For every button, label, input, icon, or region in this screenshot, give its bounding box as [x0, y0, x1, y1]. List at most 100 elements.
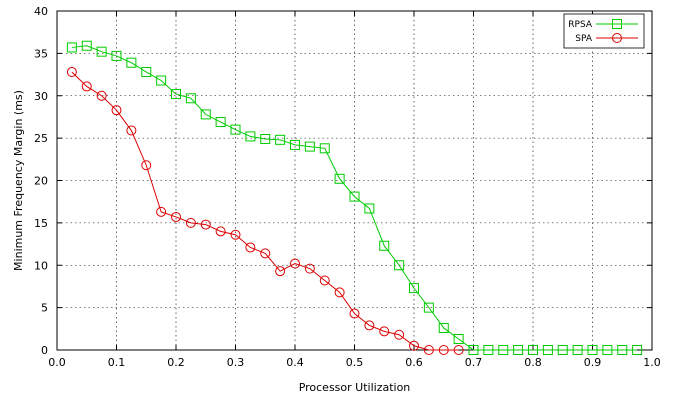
data-point-rpsa	[141, 67, 152, 78]
legend-box	[563, 13, 645, 49]
data-point-rpsa	[81, 40, 92, 51]
legend-marker-spa	[612, 33, 622, 43]
data-point-rpsa	[364, 203, 375, 214]
data-point-spa	[200, 219, 211, 230]
data-point-spa	[245, 242, 256, 253]
data-point-rpsa	[498, 345, 509, 355]
y-tick-label: 20	[34, 175, 48, 188]
data-point-spa	[409, 340, 419, 351]
data-point-spa	[215, 226, 226, 237]
data-point-spa	[438, 345, 449, 355]
data-point-spa	[319, 275, 330, 286]
x-tick-label: 0.3	[227, 356, 245, 369]
data-point-spa	[171, 211, 181, 222]
data-point-rpsa	[171, 89, 181, 100]
data-point-rpsa	[304, 141, 315, 152]
data-point-spa	[81, 81, 92, 92]
data-point-rpsa	[349, 191, 360, 202]
data-point-rpsa	[230, 124, 241, 135]
x-tick-label: 0.4	[286, 356, 304, 369]
y-tick-label: 15	[34, 217, 48, 230]
data-point-rpsa	[602, 345, 613, 355]
grid	[57, 11, 652, 350]
data-point-rpsa	[453, 333, 464, 344]
data-point-spa	[290, 258, 300, 269]
data-point-rpsa	[185, 93, 196, 104]
data-point-spa	[260, 248, 271, 259]
data-point-rpsa	[260, 133, 271, 144]
data-point-rpsa	[394, 260, 405, 271]
series-layer	[66, 40, 643, 355]
x-tick-label: 0.8	[524, 356, 542, 369]
y-tick-label: 10	[34, 259, 48, 272]
x-tick-label: 1.0	[643, 356, 661, 369]
data-point-rpsa	[542, 345, 553, 355]
x-tick-label: 0.1	[108, 356, 126, 369]
data-point-rpsa	[409, 283, 419, 294]
data-point-rpsa	[245, 131, 256, 142]
legend: RPSA SPA	[563, 13, 645, 49]
x-axis-title: Processor Utilization	[299, 381, 411, 394]
data-point-rpsa	[438, 322, 449, 333]
y-tick-label: 30	[34, 90, 48, 103]
data-point-rpsa	[632, 345, 643, 355]
x-tick-label: 0.5	[346, 356, 364, 369]
data-point-rpsa	[617, 345, 628, 355]
y-tick-label: 35	[34, 47, 48, 60]
legend-label-rpsa: RPSA	[568, 20, 593, 30]
data-point-rpsa	[156, 75, 167, 86]
y-axis-title: Minimum Frequency Margin (ms)	[12, 90, 25, 271]
y-tick-label: 5	[41, 302, 48, 315]
y-tick-label: 25	[34, 132, 48, 145]
data-point-spa	[230, 229, 241, 240]
data-point-spa	[349, 308, 360, 319]
x-tick-label: 0.9	[584, 356, 602, 369]
data-point-spa	[304, 263, 315, 274]
data-point-rpsa	[66, 42, 77, 53]
data-point-rpsa	[483, 345, 494, 355]
data-point-rpsa	[200, 109, 211, 120]
data-point-rpsa	[126, 57, 137, 68]
data-point-spa	[453, 345, 464, 355]
data-point-rpsa	[215, 117, 226, 128]
data-point-spa	[111, 105, 122, 116]
x-tick-label: 0.7	[465, 356, 483, 369]
data-point-rpsa	[319, 143, 330, 154]
x-tick-label: 0.0	[48, 356, 66, 369]
legend-label-spa: SPA	[575, 34, 593, 44]
data-point-spa	[394, 329, 405, 340]
series-spa	[66, 67, 464, 355]
data-point-rpsa	[290, 139, 300, 150]
data-point-spa	[364, 320, 375, 331]
data-point-rpsa	[275, 134, 286, 145]
data-point-rpsa	[423, 302, 434, 313]
y-tick-label: 0	[41, 344, 48, 357]
data-point-spa	[126, 125, 137, 136]
series-line-spa	[71, 71, 459, 351]
data-point-spa	[423, 345, 434, 355]
data-point-rpsa	[96, 46, 107, 57]
data-point-spa	[66, 67, 77, 78]
data-point-spa	[334, 287, 345, 298]
data-point-rpsa	[528, 345, 538, 355]
data-point-rpsa	[557, 345, 568, 355]
y-tick-label: 40	[34, 5, 48, 18]
data-point-spa	[185, 217, 196, 228]
legend-marker-rpsa	[612, 19, 622, 29]
data-point-rpsa	[572, 345, 583, 355]
data-point-rpsa	[587, 345, 598, 355]
data-point-spa	[379, 326, 390, 337]
data-point-spa	[141, 160, 152, 171]
data-point-spa	[96, 90, 107, 101]
data-point-spa	[275, 266, 286, 277]
data-point-spa	[156, 206, 167, 217]
x-tick-label: 0.6	[405, 356, 423, 369]
x-tick-label: 0.2	[167, 356, 185, 369]
data-point-rpsa	[334, 173, 345, 184]
axes: 0.0 0.1 0.2 0.3 0.4 0.5 0.6 0.7 0.8 0.9 1.0 0 5 10 15 2…	[34, 5, 661, 369]
data-point-rpsa	[513, 345, 524, 355]
data-point-rpsa	[468, 345, 479, 355]
series-rpsa	[66, 40, 643, 355]
data-point-rpsa	[379, 240, 390, 251]
